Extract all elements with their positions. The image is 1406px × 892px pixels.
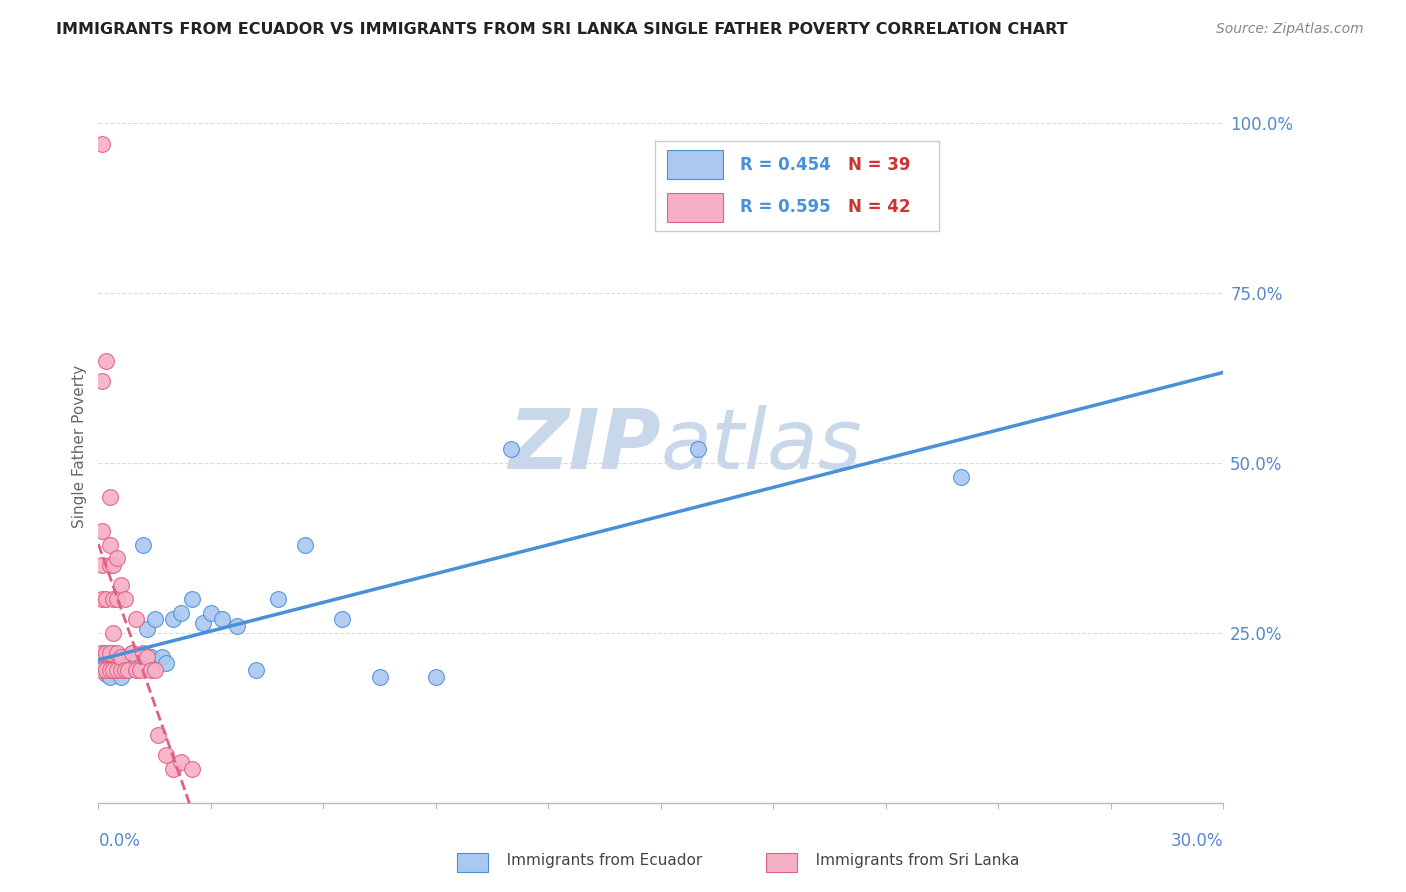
Text: 0.0%: 0.0%: [98, 831, 141, 849]
Point: [98, 660, 121, 674]
Text: Immigrants from Sri Lanka: Immigrants from Sri Lanka: [801, 854, 1019, 868]
Point: [94, 646, 117, 660]
Point: [105, 551, 128, 566]
Point: [110, 663, 132, 677]
Point: [125, 649, 148, 664]
Point: [425, 670, 447, 684]
Point: [181, 762, 204, 776]
Point: [114, 663, 136, 677]
Point: [91, 660, 114, 674]
Point: [110, 670, 132, 684]
Text: IMMIGRANTS FROM ECUADOR VS IMMIGRANTS FROM SRI LANKA SINGLE FATHER POVERTY CORRE: IMMIGRANTS FROM ECUADOR VS IMMIGRANTS FR…: [56, 22, 1069, 37]
Point: [125, 663, 148, 677]
Point: [330, 612, 353, 626]
Point: [98, 490, 121, 504]
Point: [94, 663, 117, 677]
Point: [105, 663, 128, 677]
Point: [105, 646, 128, 660]
Point: [136, 649, 159, 664]
Point: [148, 728, 170, 742]
Point: [103, 626, 125, 640]
Point: [91, 646, 114, 660]
Point: [114, 591, 136, 606]
Point: [91, 558, 114, 572]
Point: [94, 653, 117, 667]
Point: [139, 649, 162, 664]
Point: [91, 591, 114, 606]
Text: Source: ZipAtlas.com: Source: ZipAtlas.com: [1216, 22, 1364, 37]
Y-axis label: Single Father Poverty: Single Father Poverty: [72, 365, 87, 527]
Point: [94, 666, 117, 681]
Point: [121, 646, 143, 660]
Point: [688, 442, 710, 457]
Text: ZIP: ZIP: [508, 406, 661, 486]
FancyBboxPatch shape: [666, 151, 723, 179]
Point: [499, 442, 522, 457]
Point: [226, 619, 249, 633]
Point: [103, 558, 125, 572]
Point: [132, 646, 155, 660]
Point: [211, 612, 233, 626]
Point: [105, 653, 128, 667]
FancyBboxPatch shape: [666, 194, 723, 222]
Point: [91, 524, 114, 538]
Point: [103, 591, 125, 606]
Point: [98, 663, 121, 677]
Point: [114, 660, 136, 674]
Point: [368, 670, 391, 684]
Point: [139, 663, 162, 677]
Point: [91, 663, 114, 677]
Point: [103, 646, 125, 660]
Point: [170, 755, 193, 769]
Text: N = 39: N = 39: [848, 155, 910, 174]
Point: [294, 537, 316, 551]
Text: R = 0.454: R = 0.454: [740, 155, 831, 174]
Point: [121, 646, 143, 660]
Point: [117, 663, 139, 677]
Point: [91, 646, 114, 660]
Point: [128, 660, 150, 674]
Text: 30.0%: 30.0%: [1171, 831, 1223, 849]
Point: [98, 558, 121, 572]
Point: [155, 657, 177, 671]
Point: [200, 606, 222, 620]
Point: [143, 663, 166, 677]
Point: [267, 591, 290, 606]
Point: [98, 537, 121, 551]
Point: [110, 649, 132, 664]
Point: [162, 612, 184, 626]
Point: [117, 663, 139, 677]
Text: N = 42: N = 42: [848, 198, 910, 217]
Point: [110, 578, 132, 592]
Point: [98, 670, 121, 684]
Point: [132, 537, 155, 551]
Point: [125, 612, 148, 626]
Point: [181, 591, 204, 606]
Text: R = 0.595: R = 0.595: [740, 198, 831, 217]
Point: [143, 612, 166, 626]
Point: [103, 663, 125, 677]
Point: [103, 660, 125, 674]
Point: [136, 623, 159, 637]
Point: [91, 375, 114, 389]
Point: [155, 748, 177, 763]
Text: atlas: atlas: [661, 406, 862, 486]
Point: [105, 591, 128, 606]
Point: [193, 615, 215, 630]
Point: [170, 606, 193, 620]
Point: [150, 649, 173, 664]
Point: [98, 646, 121, 660]
Point: [94, 591, 117, 606]
Point: [949, 469, 972, 483]
Text: Immigrants from Ecuador: Immigrants from Ecuador: [492, 854, 703, 868]
Point: [110, 649, 132, 664]
Point: [94, 354, 117, 368]
Point: [91, 136, 114, 151]
Point: [128, 663, 150, 677]
Point: [162, 762, 184, 776]
Point: [105, 663, 128, 677]
Point: [245, 663, 267, 677]
